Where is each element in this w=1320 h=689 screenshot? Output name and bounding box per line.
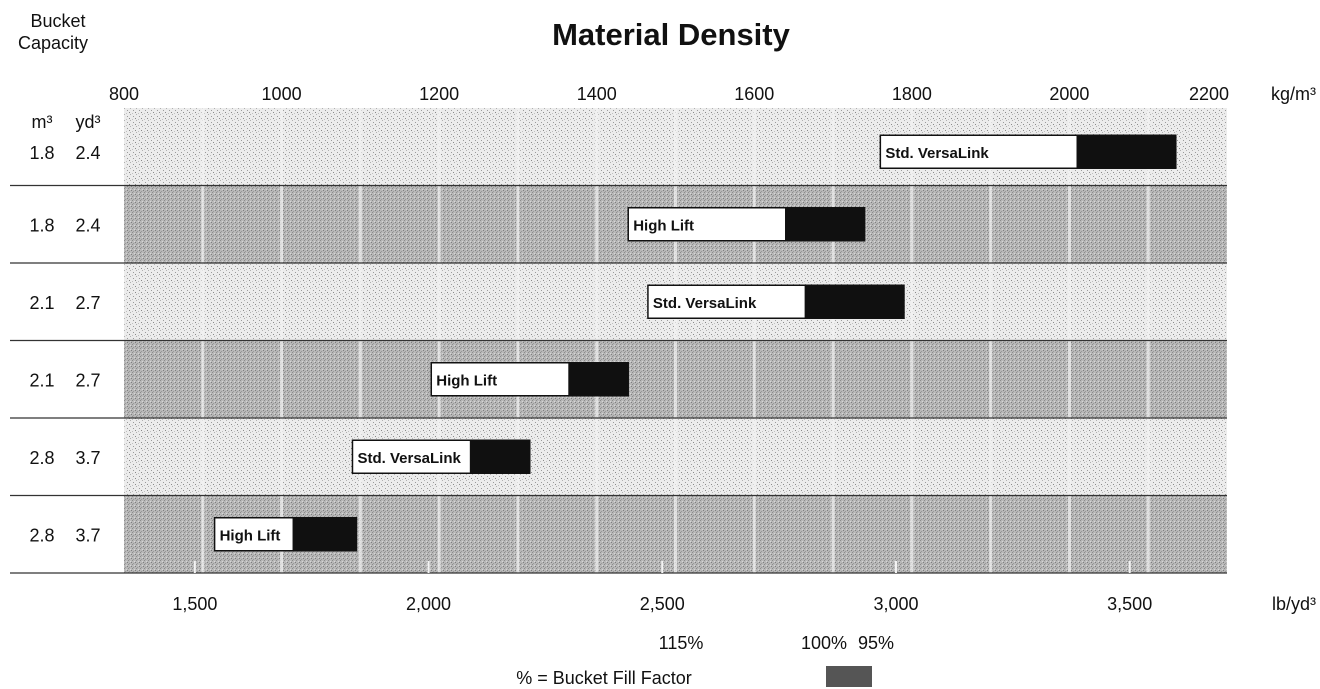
row-yd3-value: 3.7: [75, 525, 100, 545]
bar-label: Std. VersaLink: [885, 145, 989, 162]
row-m3-value: 2.8: [29, 448, 54, 468]
row-yd3-value: 2.7: [75, 293, 100, 313]
bar-95-segment: [1076, 134, 1177, 169]
top-axis-tick-label: 800: [109, 84, 139, 104]
row-m3-value: 2.1: [29, 370, 54, 390]
top-axis-tick-label: 1800: [892, 84, 932, 104]
row-yd3-value: 3.7: [75, 448, 100, 468]
bar-95-segment: [292, 517, 358, 552]
bottom-axis-tick-label: 3,500: [1107, 594, 1152, 614]
row-m3-value: 2.1: [29, 293, 54, 313]
bar-95-segment: [804, 284, 905, 319]
bottom-axis: 1,500 2,000 2,500 3,000 3,500 lb/yd³: [172, 561, 1316, 614]
top-axis-tick-label: 1000: [262, 84, 302, 104]
bar-115-segment: [351, 439, 472, 474]
bottom-axis-tick-label: 3,000: [873, 594, 918, 614]
legend-115-label: 115%: [659, 633, 704, 653]
bar-label: High Lift: [436, 372, 497, 389]
row-yd3-value: 2.4: [75, 215, 100, 235]
bar-115-segment: [627, 207, 787, 242]
legend-caption: % = Bucket Fill Factor: [516, 668, 692, 688]
bar-label: Std. VersaLink: [653, 295, 757, 312]
chart-title: Material Density: [552, 17, 791, 52]
column-header-yd3: yd³: [75, 112, 100, 132]
bars: Std. VersaLink High Lift Std. VersaLink Hig…: [213, 134, 1177, 552]
bar-95-segment: [785, 207, 866, 242]
row-yd3-value: 2.4: [75, 143, 100, 163]
bottom-axis-tick-label: 2,500: [640, 594, 685, 614]
legend: 115% 100% 95% % = Bucket Fill Factor: [516, 633, 894, 688]
row-yd3-value: 2.7: [75, 370, 100, 390]
top-axis-tick-label: 1400: [577, 84, 617, 104]
corner-label-bucket: Bucket: [30, 11, 85, 31]
top-axis-tick-label: 2200: [1189, 84, 1229, 104]
row-m3-value: 1.8: [29, 215, 54, 235]
legend-100-label: 100%: [801, 633, 847, 653]
row-m3-value: 1.8: [29, 143, 54, 163]
bar-115-segment: [879, 134, 1079, 169]
bar-95-segment: [469, 439, 531, 474]
top-axis: 800 1000 1200 1400 1600 1800 2000 2200 kg/m³: [109, 84, 1316, 104]
bar-115-segment: [430, 362, 570, 397]
bottom-axis-tick-label: 2,000: [406, 594, 451, 614]
bar-label: High Lift: [633, 217, 694, 234]
legend-swatch: [826, 666, 872, 687]
top-axis-tick-label: 1600: [734, 84, 774, 104]
grid-lines: [10, 108, 1227, 574]
bar-95-segment: [568, 362, 629, 397]
top-axis-tick-label: 2000: [1049, 84, 1089, 104]
row-labels: 1.8 2.4 1.8 2.4 2.1 2.7 2.1 2.7 2.8 3.7 2.8 3.7: [29, 143, 100, 546]
bar-115-segment: [213, 517, 295, 552]
column-header-m3: m³: [32, 112, 53, 132]
top-axis-tick-label: 1200: [419, 84, 459, 104]
legend-95-label: 95%: [858, 633, 894, 653]
top-axis-unit: kg/m³: [1271, 84, 1316, 104]
corner-label-capacity: Capacity: [18, 33, 88, 53]
row-m3-value: 2.8: [29, 525, 54, 545]
bar-label: High Lift: [220, 527, 281, 544]
bottom-axis-tick-label: 1,500: [172, 594, 217, 614]
bar-label: Std. VersaLink: [357, 450, 461, 467]
bottom-axis-unit: lb/yd³: [1272, 594, 1316, 614]
